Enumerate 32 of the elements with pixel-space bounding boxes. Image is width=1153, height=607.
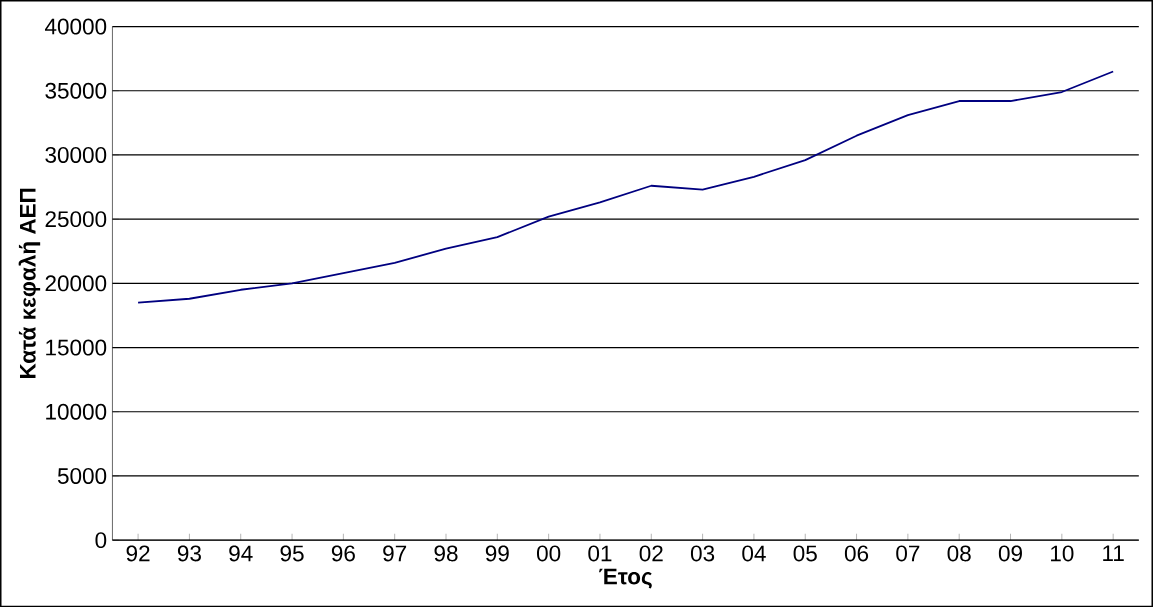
x-tick-label: 11 — [1103, 545, 1124, 561]
x-tick-label: 04 — [742, 545, 766, 562]
y-tick-label: 20000 — [45, 275, 107, 292]
y-tick-label: 40000 — [44, 18, 107, 35]
y-tick-label: 10000 — [46, 403, 107, 420]
x-tick-label: 92 — [126, 545, 150, 562]
x-tick-label: 94 — [229, 545, 253, 562]
x-tick-label: 99 — [485, 545, 509, 562]
x-tick-label: 96 — [331, 545, 355, 562]
x-tick-label: 07 — [896, 545, 920, 562]
x-tick-label: 05 — [793, 545, 817, 562]
y-tick-label: 5000 — [57, 467, 107, 484]
x-tick-label: 00 — [536, 545, 561, 562]
x-tick-label: 06 — [844, 545, 869, 562]
y-axis-title: Κατά κεφαλή ΑΕΠ — [18, 188, 41, 378]
x-tick-label: 08 — [947, 545, 971, 562]
x-axis-title: Έτος — [599, 568, 652, 589]
y-tick-label: 25000 — [45, 211, 107, 228]
x-tick-label: 09 — [998, 545, 1022, 562]
line-series — [137, 70, 1115, 304]
x-tick-label: 03 — [690, 545, 715, 562]
x-tick-label: 95 — [280, 545, 304, 562]
x-tick-label: 93 — [177, 545, 201, 562]
x-tick-label: 97 — [383, 545, 407, 562]
x-tick-label: 10 — [1051, 545, 1074, 562]
x-tick-label: 02 — [639, 545, 663, 562]
x-tick-label: 98 — [434, 545, 458, 562]
y-tick-label: 35000 — [45, 82, 107, 99]
x-tick-label: 01 — [588, 545, 612, 562]
y-tick-label: 15000 — [46, 339, 107, 356]
y-tick-label: 0 — [95, 532, 107, 549]
y-tick-label: 30000 — [45, 146, 107, 163]
